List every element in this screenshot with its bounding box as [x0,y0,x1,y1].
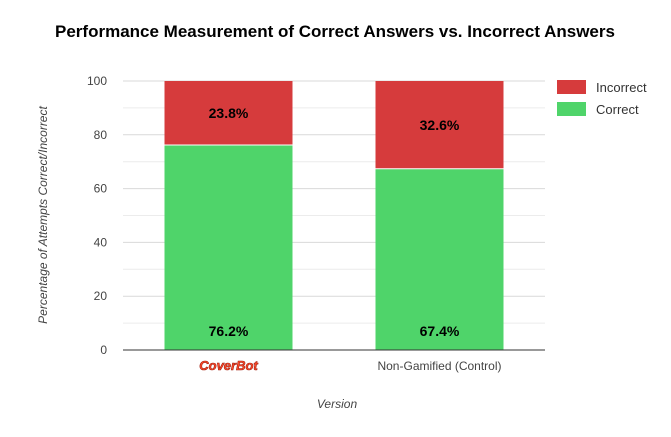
y-tick-label: 20 [94,289,108,303]
data-label-correct: 76.2% [209,323,249,339]
legend-label-incorrect: Incorrect [596,80,647,95]
bar-incorrect-1 [375,81,504,169]
legend-swatch-incorrect [557,80,586,94]
legend-label-correct: Correct [596,102,639,117]
chart-title: Performance Measurement of Correct Answe… [55,22,615,41]
bar-correct-0 [164,145,293,350]
data-label-correct: 67.4% [420,323,460,339]
data-label-incorrect: 23.8% [209,105,249,121]
bars: 76.2% 23.8% 67.4% 32.6% [164,81,504,350]
bar-correct-1 [375,168,504,350]
coverbot-logo-label: CoverBot [199,358,258,373]
x-tick-label: Non-Gamified (Control) [377,359,501,373]
y-tick-label: 60 [94,182,108,196]
x-axis-title: Version [317,397,358,411]
y-axis-title: Percentage of Attempts Correct/Incorrect [36,106,50,324]
y-tick-label: 100 [87,74,107,88]
legend: Incorrect Correct [557,80,647,117]
y-tick-label: 80 [94,128,108,142]
y-tick-label: 0 [100,343,107,357]
axes: 0 20 40 60 80 100 CoverBot Non-Gamified (Contro… [87,74,545,373]
y-tick-label: 40 [94,235,108,249]
legend-swatch-correct [557,102,586,116]
bar-incorrect-0 [164,81,293,146]
data-label-incorrect: 32.6% [420,117,460,133]
